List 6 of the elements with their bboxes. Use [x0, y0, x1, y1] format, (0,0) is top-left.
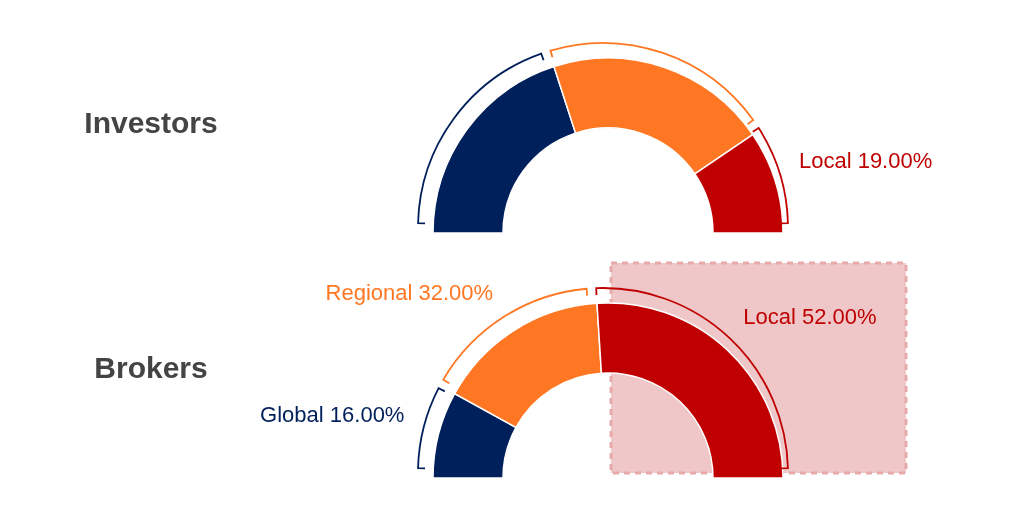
slice-label: Local 19.00% [798, 147, 933, 173]
slice-label: Regional 32.00% [325, 279, 494, 305]
text: Investors [84, 106, 218, 139]
slice-label: Global 16.00% [260, 402, 405, 428]
text: Brokers [94, 351, 208, 384]
slice-label: Local 52.00% [743, 303, 877, 329]
